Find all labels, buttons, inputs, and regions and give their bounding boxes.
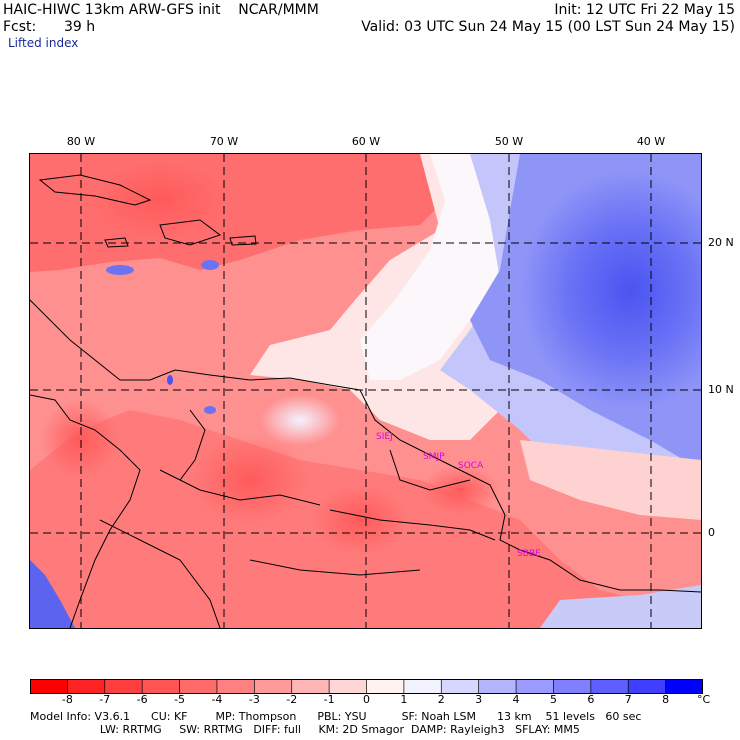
field-red-hotspot xyxy=(190,435,310,525)
lon-label-40w: 40 W xyxy=(636,135,666,148)
colorbar-segment xyxy=(254,679,293,694)
colorbar-tick-label: 3 xyxy=(475,693,483,706)
border-line xyxy=(389,449,471,491)
field-neutral xyxy=(360,154,520,380)
colorbar-tick-label: -8 xyxy=(61,693,73,706)
field-blue-core xyxy=(520,170,701,410)
model-info-line1: Model Info: V3.6.1 CU: KF MP: Thompson P… xyxy=(30,710,642,723)
colorbar-unit: °C xyxy=(697,693,711,706)
colorbar-segment xyxy=(30,679,68,694)
valid-time: Valid: 03 UTC Sun 24 May 15 (00 LST Sun … xyxy=(361,19,735,35)
border-line xyxy=(159,469,321,506)
colorbar-segment xyxy=(291,679,330,694)
colorbar-tick-label: 6 xyxy=(587,693,595,706)
map-frame xyxy=(29,153,702,629)
field-name: Lifted index xyxy=(8,36,79,50)
colorbar-tick-label: -1 xyxy=(323,693,335,706)
colorbar-tick-label: -3 xyxy=(248,693,260,706)
colorbar-tick-label: 7 xyxy=(624,693,632,706)
lat-label-0: 0 xyxy=(708,526,715,539)
model-info-line2: LW: RRTMG SW: RRTMG DIFF: full KM: 2D Sm… xyxy=(30,723,580,736)
station-label: SIEJ xyxy=(376,432,393,442)
lat-label-10n: 10 N xyxy=(708,383,734,396)
field-red-hotspot xyxy=(90,160,230,240)
field-southeast-blue xyxy=(540,585,701,628)
colorbar xyxy=(30,679,703,694)
colorbar-tick-label: -7 xyxy=(99,693,111,706)
field-blue-spot xyxy=(167,375,173,385)
colorbar-segment xyxy=(104,679,143,694)
coastline-south-america xyxy=(30,394,141,628)
colorbar-segment xyxy=(366,679,405,694)
colorbar-segment xyxy=(142,679,181,694)
model-title: HAIC-HIWC 13km ARW-GFS init NCAR/MMM xyxy=(3,2,319,18)
colorbar-tick-label: -6 xyxy=(136,693,148,706)
colorbar-tick-label: -5 xyxy=(174,693,186,706)
lon-label-80w: 80 W xyxy=(66,135,96,148)
colorbar-segment xyxy=(179,679,218,694)
colorbar-segment xyxy=(553,679,592,694)
field-blue-spot xyxy=(201,260,219,270)
colorbar-segment xyxy=(590,679,629,694)
lat-label-20n: 20 N xyxy=(708,236,734,249)
field-pale-east xyxy=(520,440,701,520)
coastline-north-coast xyxy=(149,369,701,593)
colorbar-tick-label: -2 xyxy=(286,693,298,706)
colorbar-segment xyxy=(665,679,703,694)
colorbar-segment xyxy=(329,679,367,694)
station-label: SBBE xyxy=(517,549,541,559)
field-blue-spot xyxy=(106,265,134,275)
init-time: Init: 12 UTC Fri 22 May 15 xyxy=(554,2,735,18)
forecast-label: Fcst: xyxy=(3,19,37,35)
coastline-central-america xyxy=(30,299,150,381)
field-southwest-blue xyxy=(30,560,75,628)
island-hispaniola xyxy=(159,219,222,246)
field-red-hotspot xyxy=(420,465,500,515)
colorbar-tick-label: 5 xyxy=(549,693,557,706)
colorbar-tick-label: 2 xyxy=(437,693,445,706)
forecast-hour: 39 h xyxy=(64,19,96,35)
colorbar-tick-label: 1 xyxy=(400,693,408,706)
colorbar-tick-label: 8 xyxy=(662,693,670,706)
colorbar-segment xyxy=(478,679,517,694)
station-label: SMJP xyxy=(423,452,445,462)
colorbar-segment xyxy=(67,679,106,694)
river-orinoco xyxy=(179,409,206,481)
colorbar-segment xyxy=(516,679,554,694)
lon-label-70w: 70 W xyxy=(209,135,239,148)
colorbar-segment xyxy=(216,679,255,694)
border-line xyxy=(249,559,421,576)
colorbar-segment xyxy=(628,679,667,694)
colorbar-tick-label: 0 xyxy=(363,693,370,706)
colorbar-segment xyxy=(403,679,442,694)
island-cuba xyxy=(38,174,152,206)
colorbar-segment xyxy=(441,679,480,694)
colorbar-tick-label: -4 xyxy=(211,693,223,706)
field-pale-spot xyxy=(260,395,340,445)
field-red-hotspot xyxy=(40,400,120,480)
colorbar-tick-label: 4 xyxy=(512,693,520,706)
field-blue-spot xyxy=(204,406,216,414)
lon-label-60w: 60 W xyxy=(351,135,381,148)
island-jamaica xyxy=(104,237,129,248)
lon-label-50w: 50 W xyxy=(494,135,524,148)
field-red-hotspot xyxy=(310,485,410,555)
station-label: SOCA xyxy=(458,461,484,471)
